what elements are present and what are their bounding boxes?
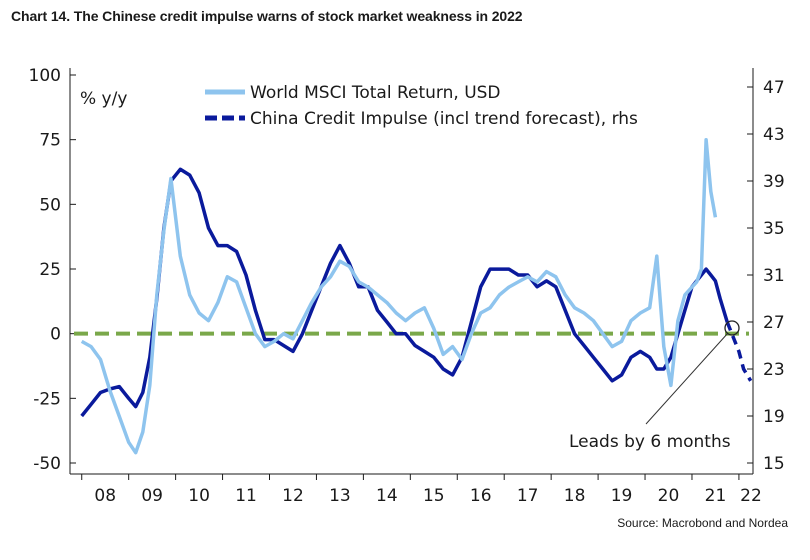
annotation-point-marker	[724, 320, 740, 336]
right-tick-label: 43	[763, 125, 785, 145]
x-tick-label: 17	[517, 486, 539, 506]
left-tick-label: -50	[33, 454, 61, 474]
x-tick-label: 11	[235, 486, 257, 506]
msci-return-line	[80, 137, 718, 455]
source-note: Source: Macrobond and Nordea	[617, 516, 788, 530]
right-tick-label: 15	[763, 454, 785, 474]
left-tick-label: 50	[39, 195, 61, 215]
x-tick-label: 09	[141, 486, 163, 506]
credit-impulse-line	[80, 167, 729, 418]
x-tick-label: 08	[94, 486, 116, 506]
right-tick-label: 35	[763, 219, 785, 239]
x-tick-label: 14	[376, 486, 398, 506]
right-tick-label: 31	[763, 266, 785, 286]
x-tick-label: 15	[423, 486, 445, 506]
legend-msci-label: World MSCI Total Return, USD	[250, 83, 501, 103]
x-tick-label: 18	[564, 486, 586, 506]
right-tick-label: 39	[763, 172, 785, 192]
right-tick-label: 27	[763, 313, 785, 333]
x-tick-label: 10	[188, 486, 210, 506]
x-tick-label: 12	[282, 486, 304, 506]
left-tick-label: 0	[50, 325, 61, 345]
right-tick-label: 23	[763, 360, 785, 380]
x-tick-label: 13	[329, 486, 351, 506]
credit-impulse-forecast-line	[725, 321, 753, 382]
x-tick-label: 19	[611, 486, 633, 506]
right-tick-label: 47	[763, 78, 785, 98]
left-tick-label: -25	[33, 389, 61, 409]
right-tick-label: 19	[763, 407, 785, 427]
x-tick-label: 16	[470, 486, 492, 506]
left-axis-unit: % y/y	[80, 89, 127, 109]
left-tick-label: 25	[39, 260, 61, 280]
annotation-text: Leads by 6 months	[569, 432, 731, 452]
x-tick-label: 22	[740, 486, 762, 506]
x-tick-label: 21	[705, 486, 727, 506]
chart-svg: 100 75 50 25 0 -25 -50 47 43 39 35 31 27 23 19 15 08 09 10…	[29, 66, 785, 506]
annotation-leader-line	[645, 332, 729, 425]
x-tick-label: 20	[658, 486, 680, 506]
chart-title: Chart 14. The Chinese credit impulse war…	[11, 8, 523, 24]
left-tick-label: 100	[29, 66, 61, 86]
legend-credit-label: China Credit Impulse (incl trend forecas…	[250, 109, 638, 129]
left-tick-label: 75	[39, 131, 61, 151]
